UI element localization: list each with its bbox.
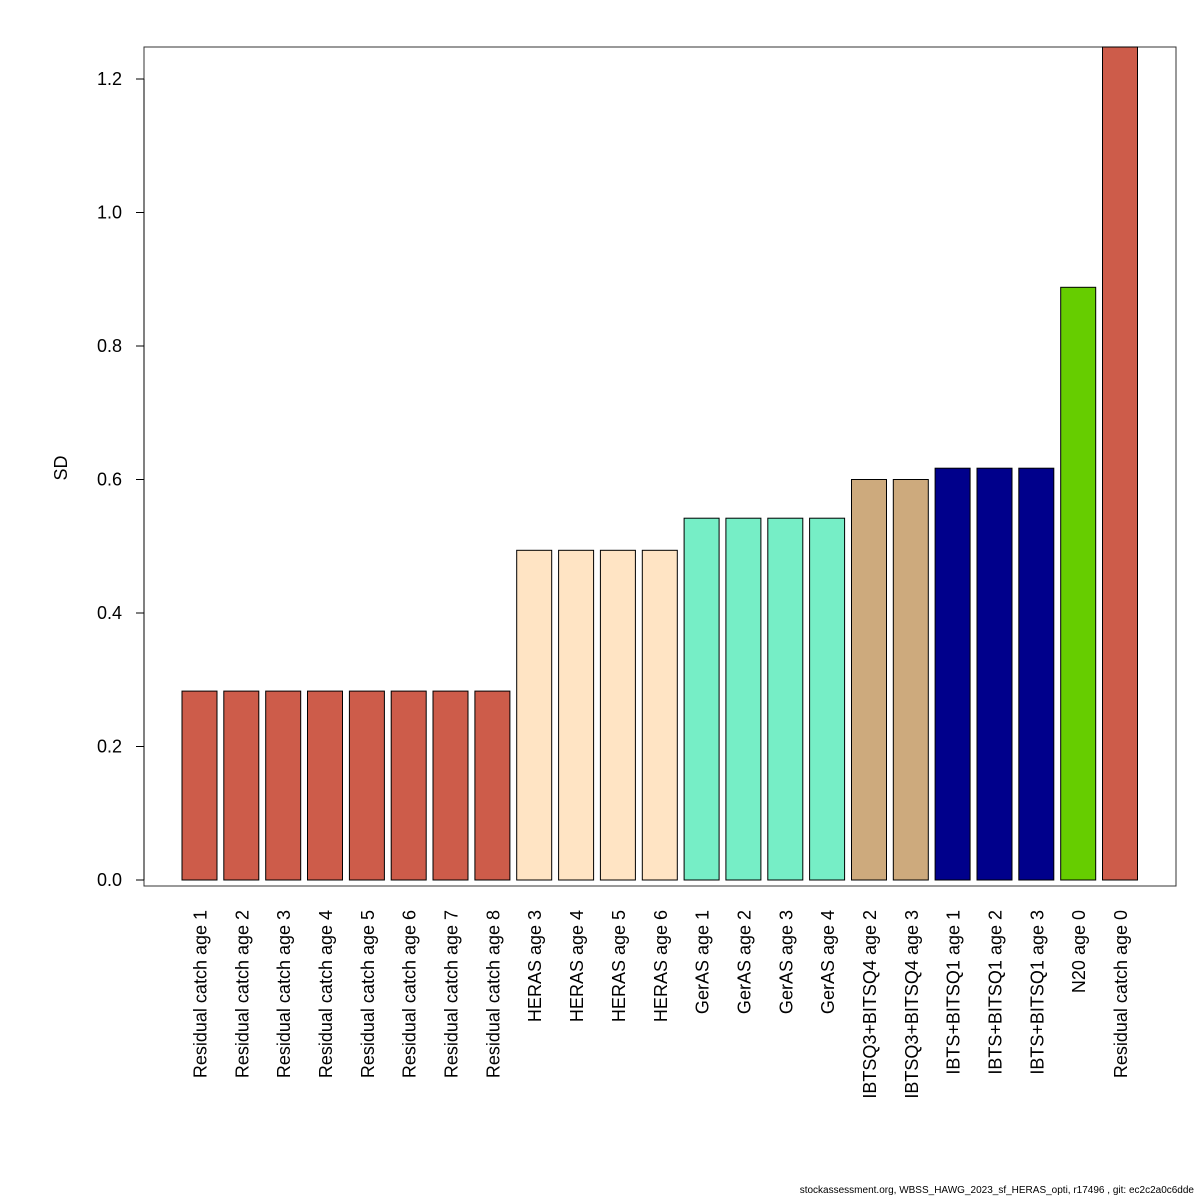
bar (307, 690, 343, 881)
bar (976, 467, 1013, 881)
bar (725, 517, 762, 881)
x-category-label: Residual catch age 3 (274, 910, 294, 1078)
x-category-label: HERAS age 5 (609, 910, 629, 1022)
bar (599, 549, 636, 881)
x-category-label: HERAS age 3 (525, 910, 545, 1022)
x-category-label: Residual catch age 2 (232, 910, 252, 1078)
x-category-label: IBTS+BITSQ1 age 2 (986, 910, 1006, 1075)
y-axis-title: SD (51, 455, 71, 480)
bar (809, 517, 846, 881)
bar (558, 549, 595, 881)
bar (683, 517, 720, 881)
x-category-label: Residual catch age 0 (1111, 910, 1131, 1078)
bar (265, 690, 302, 881)
x-category-label: GerAS age 1 (693, 910, 713, 1014)
x-category-label: Residual catch age 7 (442, 910, 462, 1078)
y-tick-label: 0.2 (97, 737, 122, 757)
x-axis-labels: Residual catch age 1 Residual catch age 2… (191, 910, 1132, 1099)
y-tick-label: 0.6 (97, 470, 122, 490)
bar (641, 549, 678, 881)
y-tick-label: 1.2 (97, 69, 122, 89)
x-category-label: Residual catch age 6 (400, 910, 420, 1078)
y-axis: 0.0 0.2 0.4 0.6 0.8 1.0 1.2 (97, 69, 145, 890)
x-category-label: GerAS age 4 (818, 910, 838, 1014)
bar (1060, 286, 1097, 881)
x-category-label: IBTSQ3+BITSQ4 age 2 (860, 910, 880, 1099)
bar (934, 467, 971, 881)
bar (474, 690, 511, 881)
y-tick-label: 1.0 (97, 203, 122, 223)
bar (348, 690, 385, 881)
bar (1102, 46, 1138, 881)
bars (181, 46, 1138, 881)
x-category-label: HERAS age 4 (567, 910, 587, 1022)
x-category-label: N20 age 0 (1069, 910, 1089, 993)
x-category-label: HERAS age 6 (651, 910, 671, 1022)
x-category-label: GerAS age 3 (776, 910, 796, 1014)
x-category-label: IBTS+BITSQ1 age 1 (944, 910, 964, 1075)
footer-caption: stockassessment.org, WBSS_HAWG_2023_sf_H… (799, 1185, 1194, 1196)
bar (851, 479, 887, 881)
x-category-label: IBTSQ3+BITSQ4 age 3 (902, 910, 922, 1099)
bar (892, 479, 929, 881)
bar (516, 549, 553, 881)
x-category-label: IBTS+BITSQ1 age 3 (1027, 910, 1047, 1075)
y-tick-label: 0.8 (97, 336, 122, 356)
y-tick-label: 0.4 (97, 603, 122, 623)
bar (181, 690, 218, 881)
bar (223, 690, 260, 881)
x-category-label: Residual catch age 4 (316, 910, 336, 1078)
y-tick-label: 0.0 (97, 870, 122, 890)
x-category-label: Residual catch age 5 (358, 910, 378, 1078)
bar (767, 517, 804, 881)
bar (1018, 467, 1055, 881)
x-category-label: Residual catch age 1 (191, 910, 211, 1078)
x-category-label: GerAS age 2 (734, 910, 754, 1014)
bar (432, 690, 469, 881)
bar (390, 690, 427, 881)
x-category-label: Residual catch age 8 (483, 910, 503, 1078)
